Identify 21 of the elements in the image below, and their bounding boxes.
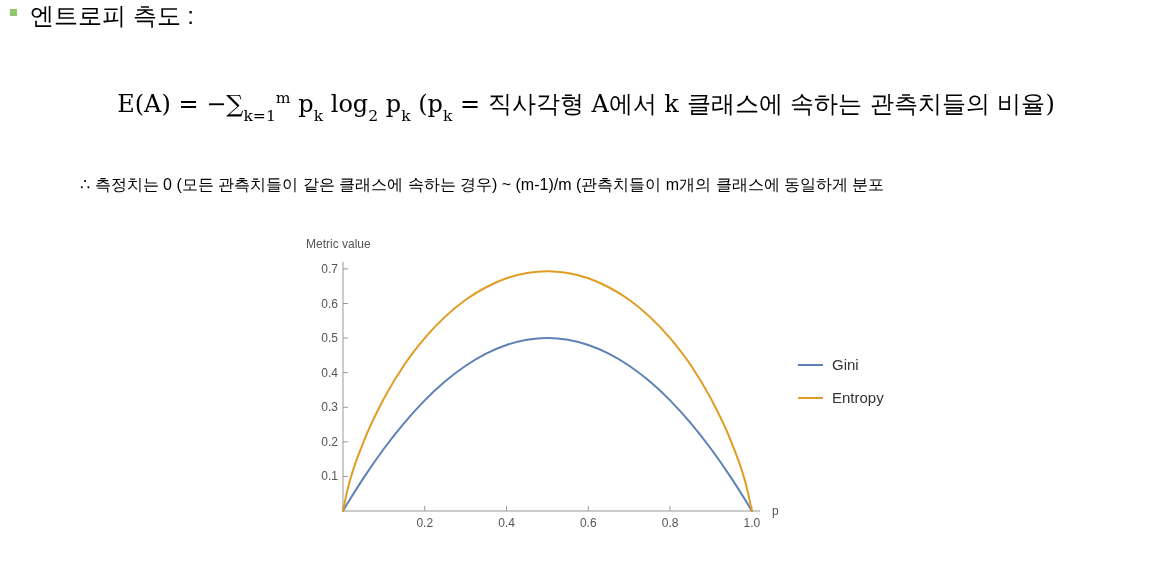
- legend-label: Gini: [832, 356, 859, 373]
- x-tick-label: 0.4: [498, 516, 516, 530]
- y-tick-label: 0.1: [321, 469, 339, 484]
- line-series: [342, 270, 753, 512]
- text: E(A) = −∑$_{k=1}$$^{m}$ p$_{k}$ log$_{2}$ p$_{k}$ (p$_{k}$ = 직사각형 A에서 k 클래스에 속하는 관측치들의 비율): [117, 89, 1055, 125]
- y-tick-label: 0.3: [321, 400, 339, 415]
- y-tick-label: 0.6: [321, 296, 339, 311]
- x-tick-label: 0.8: [661, 516, 679, 530]
- y-tick-label: 0.4: [321, 365, 339, 380]
- x-tick-label: 0.6: [579, 516, 597, 530]
- legend-label: Entropy: [832, 389, 885, 406]
- x-tick-label: 0.2: [416, 516, 434, 530]
- x-axis-title: p: [772, 504, 779, 518]
- text: ∴ 측정치는 0 (모든 관측치들이 같은 클래스에 속하는 경우) ~ (m-1)/m (관측치들이 m개의 클래스에 동일하게 분포: [80, 176, 885, 193]
- y-tick-label: 0.7: [321, 261, 339, 276]
- y-axis-title: Metric value: [306, 237, 372, 251]
- y-tick-label: 0.2: [321, 434, 339, 449]
- line-series: [342, 337, 753, 512]
- text: 엔트로피 측도 :: [30, 2, 195, 29]
- y-tick-label: 0.5: [321, 331, 339, 346]
- x-tick-label: 1.0: [743, 516, 761, 530]
